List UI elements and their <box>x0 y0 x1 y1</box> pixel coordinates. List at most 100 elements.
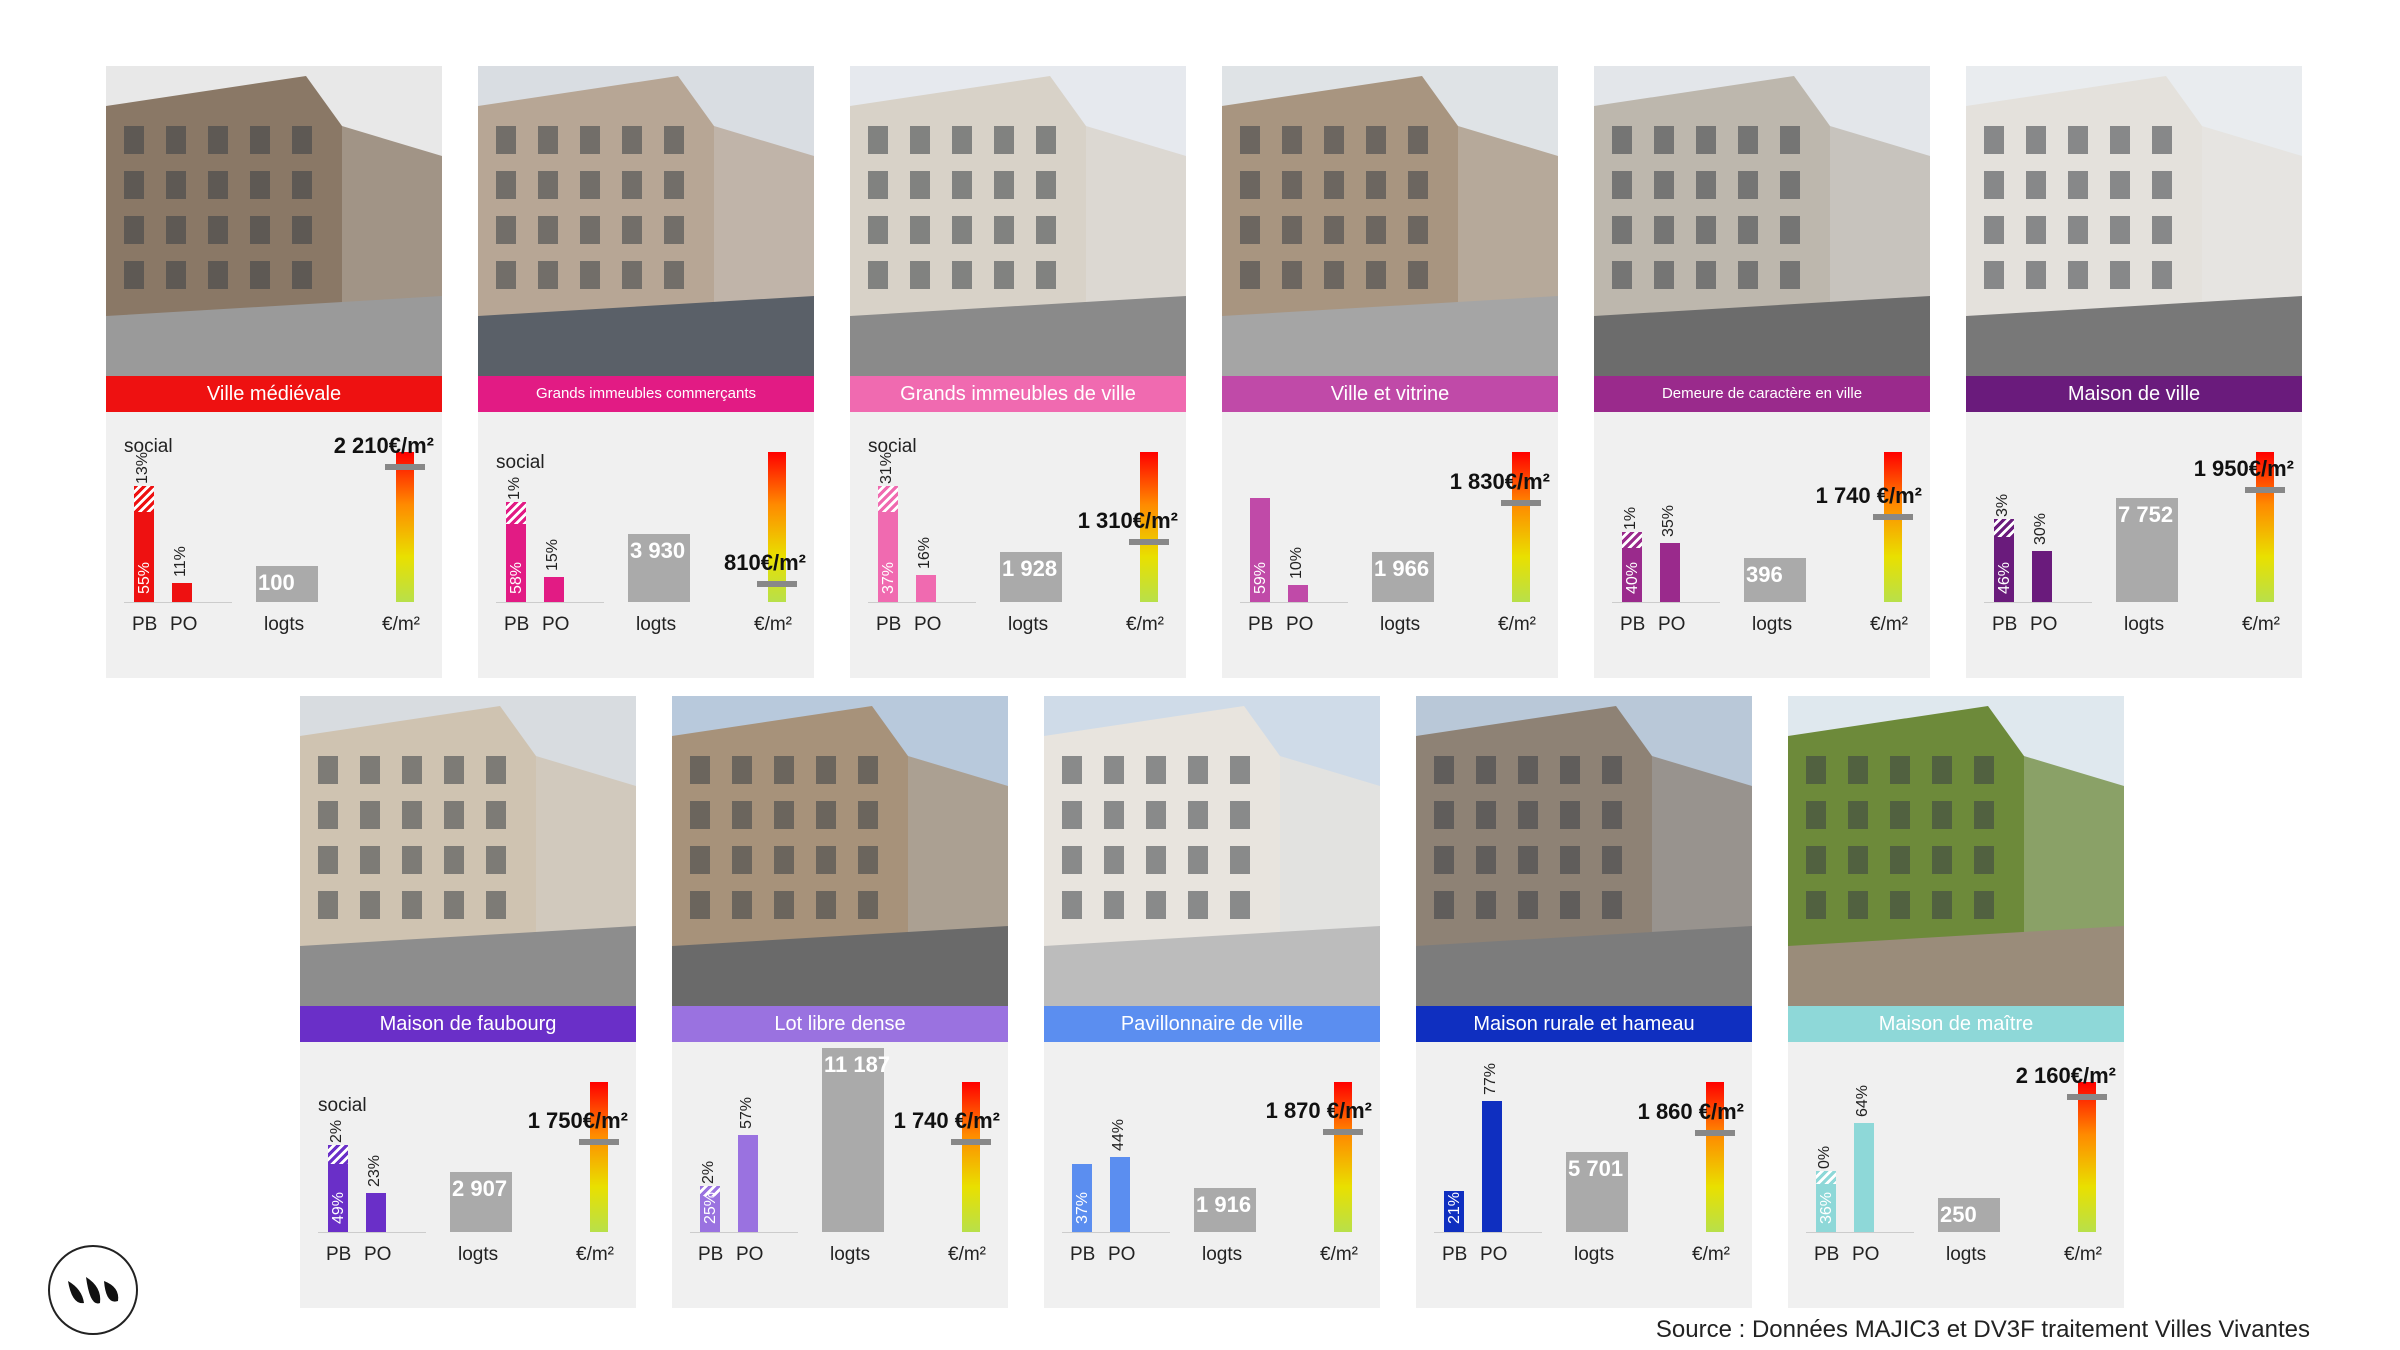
po-pct: 57% <box>738 1097 755 1130</box>
typology-title: Maison de faubourg <box>300 1006 636 1042</box>
typology-card: Maison de faubourg social 2% 49% 23% PB PO logt… <box>300 696 636 1308</box>
typology-chart: 21% 77% PB PO logts €/m² 5 701 1 860 €/m² <box>1416 1042 1752 1308</box>
typology-card: Ville et vitrine 59% 10% PB PO logts €/m² 1 966… <box>1222 66 1558 678</box>
po-axis-label: PO <box>1658 614 1686 635</box>
logts-axis-label: logts <box>2124 614 2165 635</box>
po-bar <box>738 1135 758 1232</box>
logts-value: 3 930 <box>630 538 686 563</box>
bar-baseline <box>1806 1232 1914 1233</box>
eur-axis-label: €/m² <box>1126 614 1164 635</box>
po-pct: 16% <box>916 536 933 569</box>
street-photo <box>300 696 636 1006</box>
po-axis-label: PO <box>1108 1244 1136 1265</box>
street-photo <box>1966 66 2302 376</box>
logts-value: 5 701 <box>1568 1156 1624 1181</box>
bar-baseline <box>124 602 232 603</box>
pb-social-pct: 31% <box>878 452 895 485</box>
po-axis-label: PO <box>2030 614 2058 635</box>
street-photo <box>850 66 1186 376</box>
street-photo <box>1044 696 1380 1006</box>
po-pct: 10% <box>1288 546 1305 579</box>
street-photo <box>478 66 814 376</box>
pb-social-pct: 1% <box>506 476 523 500</box>
po-pct: 35% <box>1660 504 1677 537</box>
typology-title: Grands immeubles commerçants <box>478 376 814 412</box>
po-bar <box>544 576 564 602</box>
po-axis-label: PO <box>170 614 198 635</box>
social-label: social <box>124 436 173 458</box>
pb-bar <box>328 1145 348 1232</box>
eur-axis-label: €/m² <box>576 1244 614 1265</box>
po-axis-label: PO <box>1480 1244 1508 1265</box>
price-gradient <box>962 1082 980 1232</box>
typology-chart: 37% 44% PB PO logts €/m² 1 916 1 870 €/m² <box>1044 1042 1380 1308</box>
po-bar <box>366 1192 386 1232</box>
typology-card: Grands immeubles commerçants social 1% 58% 1… <box>478 66 814 678</box>
logts-bar <box>1566 1152 1628 1232</box>
pb-social-hatch <box>1994 518 2014 537</box>
logts-axis-label: logts <box>264 614 305 635</box>
po-pct: 64% <box>1854 1085 1871 1118</box>
pb-other-pct: 46% <box>1996 561 2013 594</box>
po-bar <box>1110 1157 1130 1232</box>
price-marker <box>1129 539 1169 545</box>
source-note: Source : Données MAJIC3 et DV3F traiteme… <box>1655 1316 2310 1343</box>
price-value: 1 830€/m² <box>1449 469 1550 494</box>
price-value: 1 740 €/m² <box>1815 482 1922 508</box>
bar-baseline <box>1240 602 1348 603</box>
eur-axis-label: €/m² <box>2064 1244 2102 1265</box>
po-bar <box>1854 1123 1874 1232</box>
pb-other-pct: 58% <box>508 561 525 594</box>
pb-bar <box>700 1186 720 1232</box>
pb-bar <box>1994 518 2014 602</box>
typology-chart: 0% 36% 64% PB PO logts €/m² 250 2 160€/m² <box>1788 1042 2124 1308</box>
pb-axis-label: PB <box>698 1244 724 1265</box>
typology-chart: 2% 25% 57% PB PO logts €/m² 11 187 1 740 €/m² <box>672 1042 1008 1308</box>
typology-card: Maison de ville 3% 46% 30% PB PO logts €/m² 7 75… <box>1966 66 2302 678</box>
pb-axis-label: PB <box>1248 614 1274 635</box>
po-axis-label: PO <box>542 614 570 635</box>
typology-title: Ville et vitrine <box>1222 376 1558 412</box>
typology-title: Maison de maître <box>1788 1006 2124 1042</box>
pb-bar <box>878 486 898 602</box>
logts-bar <box>1194 1188 1256 1232</box>
logts-value: 7 752 <box>2118 502 2174 527</box>
street-photo <box>1788 696 2124 1006</box>
pb-axis-label: PB <box>1620 614 1646 635</box>
logts-bar <box>1372 552 1434 602</box>
villes-vivantes-logo-icon <box>48 1245 138 1335</box>
price-gradient <box>1140 452 1158 602</box>
logts-bar <box>450 1172 512 1232</box>
street-photo <box>672 696 1008 1006</box>
price-value: 1 310€/m² <box>1077 508 1178 533</box>
pb-other-pct: 55% <box>136 561 153 594</box>
po-pct: 15% <box>544 538 561 571</box>
street-photo <box>1416 696 1752 1006</box>
logts-bar <box>628 534 690 602</box>
pb-axis-label: PB <box>1442 1244 1468 1265</box>
logts-axis-label: logts <box>1574 1244 1615 1265</box>
typology-title: Grands immeubles de ville <box>850 376 1186 412</box>
typology-card: Ville médiévale social 13% 55% 11% PB PO logts €… <box>106 66 442 678</box>
po-pct: 11% <box>172 546 189 578</box>
pb-axis-label: PB <box>1814 1244 1840 1265</box>
po-axis-label: PO <box>736 1244 764 1265</box>
po-axis-label: PO <box>1286 614 1314 635</box>
typology-chart: 3% 46% 30% PB PO logts €/m² 7 752 1 950€/m² <box>1966 412 2302 678</box>
bar-baseline <box>1612 602 1720 603</box>
po-axis-label: PO <box>1852 1244 1880 1265</box>
bar-baseline <box>496 602 604 603</box>
pb-social-hatch <box>134 486 154 512</box>
typology-chart: 59% 10% PB PO logts €/m² 1 966 1 830€/m² <box>1222 412 1558 678</box>
logts-axis-label: logts <box>1946 1244 1987 1265</box>
price-value: 1 740 €/m² <box>893 1108 1000 1133</box>
price-gradient <box>396 452 414 602</box>
price-value: 2 210€/m² <box>333 433 434 458</box>
pb-social-pct: 0% <box>1816 1145 1833 1169</box>
pb-axis-label: PB <box>1070 1244 1096 1265</box>
price-value: 1 950€/m² <box>2193 455 2294 481</box>
po-bar <box>1660 542 1680 602</box>
logts-value: 100 <box>258 570 295 595</box>
pb-bar <box>134 486 154 602</box>
price-gradient <box>1512 452 1530 602</box>
